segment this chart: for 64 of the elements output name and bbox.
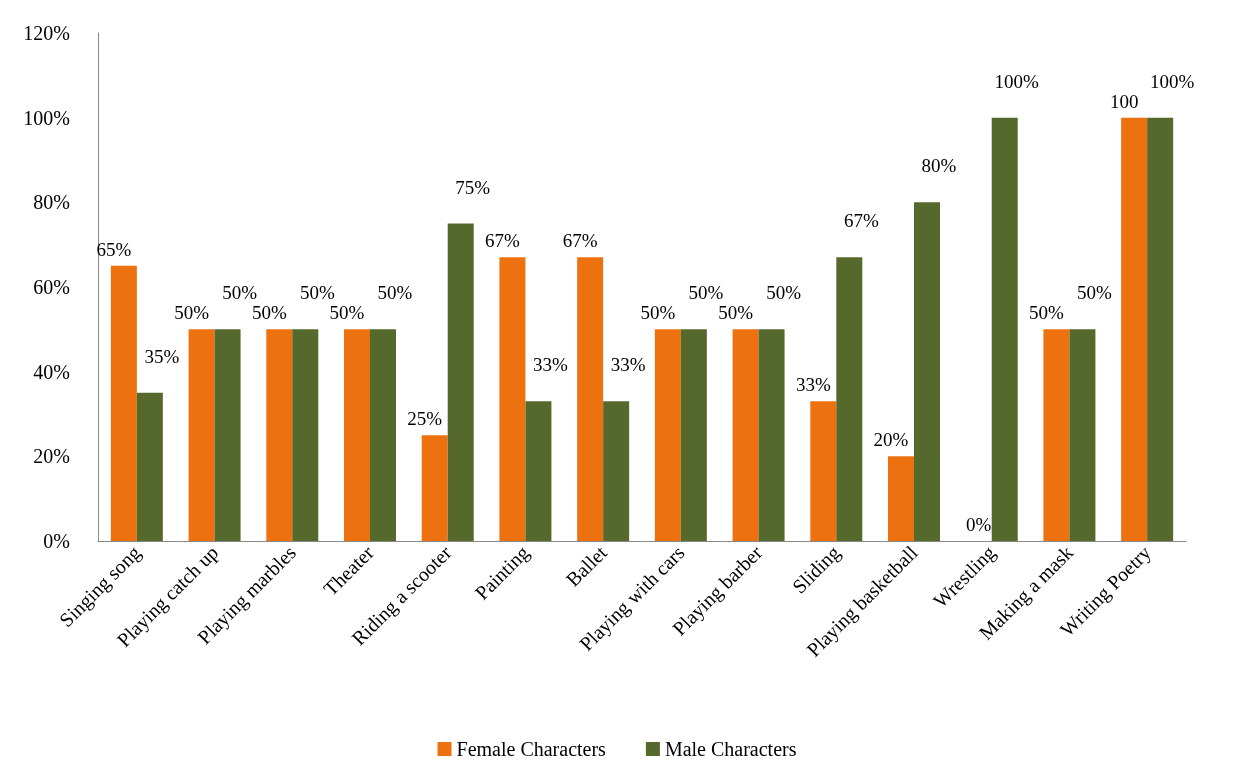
data-label: 35%	[144, 345, 180, 367]
y-tick-label: 0%	[43, 530, 70, 552]
bar	[214, 329, 241, 541]
bar	[447, 223, 474, 541]
y-tick-label: 20%	[33, 445, 70, 468]
bar	[732, 329, 759, 541]
bar	[1121, 117, 1148, 541]
data-label: 67%	[562, 230, 598, 252]
bar	[758, 329, 785, 541]
bar	[680, 329, 707, 541]
bar	[1147, 117, 1174, 541]
data-label: 25%	[407, 408, 443, 430]
bar	[136, 392, 163, 541]
legend-label: Male Characters	[664, 738, 797, 760]
data-label: 50%	[640, 302, 676, 324]
bar	[654, 329, 681, 541]
bar	[344, 329, 370, 541]
bar	[292, 329, 319, 541]
data-label: 50%	[174, 302, 210, 324]
data-label: 50%	[377, 282, 413, 304]
y-tick-label: 40%	[33, 360, 70, 383]
data-label: 80%	[921, 155, 957, 177]
data-label: 33%	[610, 354, 646, 376]
bar	[499, 257, 526, 541]
bar	[603, 401, 630, 541]
bar	[266, 329, 293, 541]
data-label: 50%	[766, 282, 802, 304]
bar	[991, 117, 1018, 541]
data-label: 50%	[1029, 302, 1065, 324]
data-label: 50%	[1077, 282, 1113, 304]
data-label: 0%	[966, 514, 992, 535]
data-label: 33%	[795, 374, 831, 396]
y-tick-label: 60%	[33, 276, 70, 298]
bar	[525, 401, 552, 541]
data-label: 50%	[688, 282, 724, 304]
data-label: 20%	[873, 429, 909, 451]
bar	[1069, 329, 1096, 541]
bar	[421, 435, 448, 541]
data-label: 50%	[299, 282, 335, 304]
data-label: 65%	[96, 238, 132, 260]
data-label: 50%	[222, 282, 258, 304]
data-label: 75%	[455, 176, 491, 198]
data-label: 50%	[718, 302, 754, 324]
bar	[370, 329, 396, 541]
bar	[1043, 329, 1070, 541]
bar	[914, 202, 940, 541]
bar	[188, 329, 215, 541]
data-label: 100%	[994, 70, 1040, 92]
data-label: 67%	[843, 210, 879, 232]
data-label: 67%	[485, 230, 521, 252]
bar	[836, 257, 863, 541]
bar	[110, 265, 137, 541]
bar	[888, 456, 914, 541]
y-tick-label: 80%	[33, 191, 70, 214]
y-tick-label: 120%	[23, 22, 70, 44]
legend-label: Female Characters	[456, 738, 607, 760]
data-label: 50%	[251, 302, 287, 324]
data-label: 33%	[533, 354, 569, 376]
data-label: 100	[1109, 90, 1139, 112]
data-label: 100%	[1149, 70, 1195, 92]
y-tick-label: 100%	[23, 106, 70, 129]
bar	[577, 257, 604, 541]
data-label: 50%	[329, 302, 365, 324]
bar	[810, 401, 837, 541]
